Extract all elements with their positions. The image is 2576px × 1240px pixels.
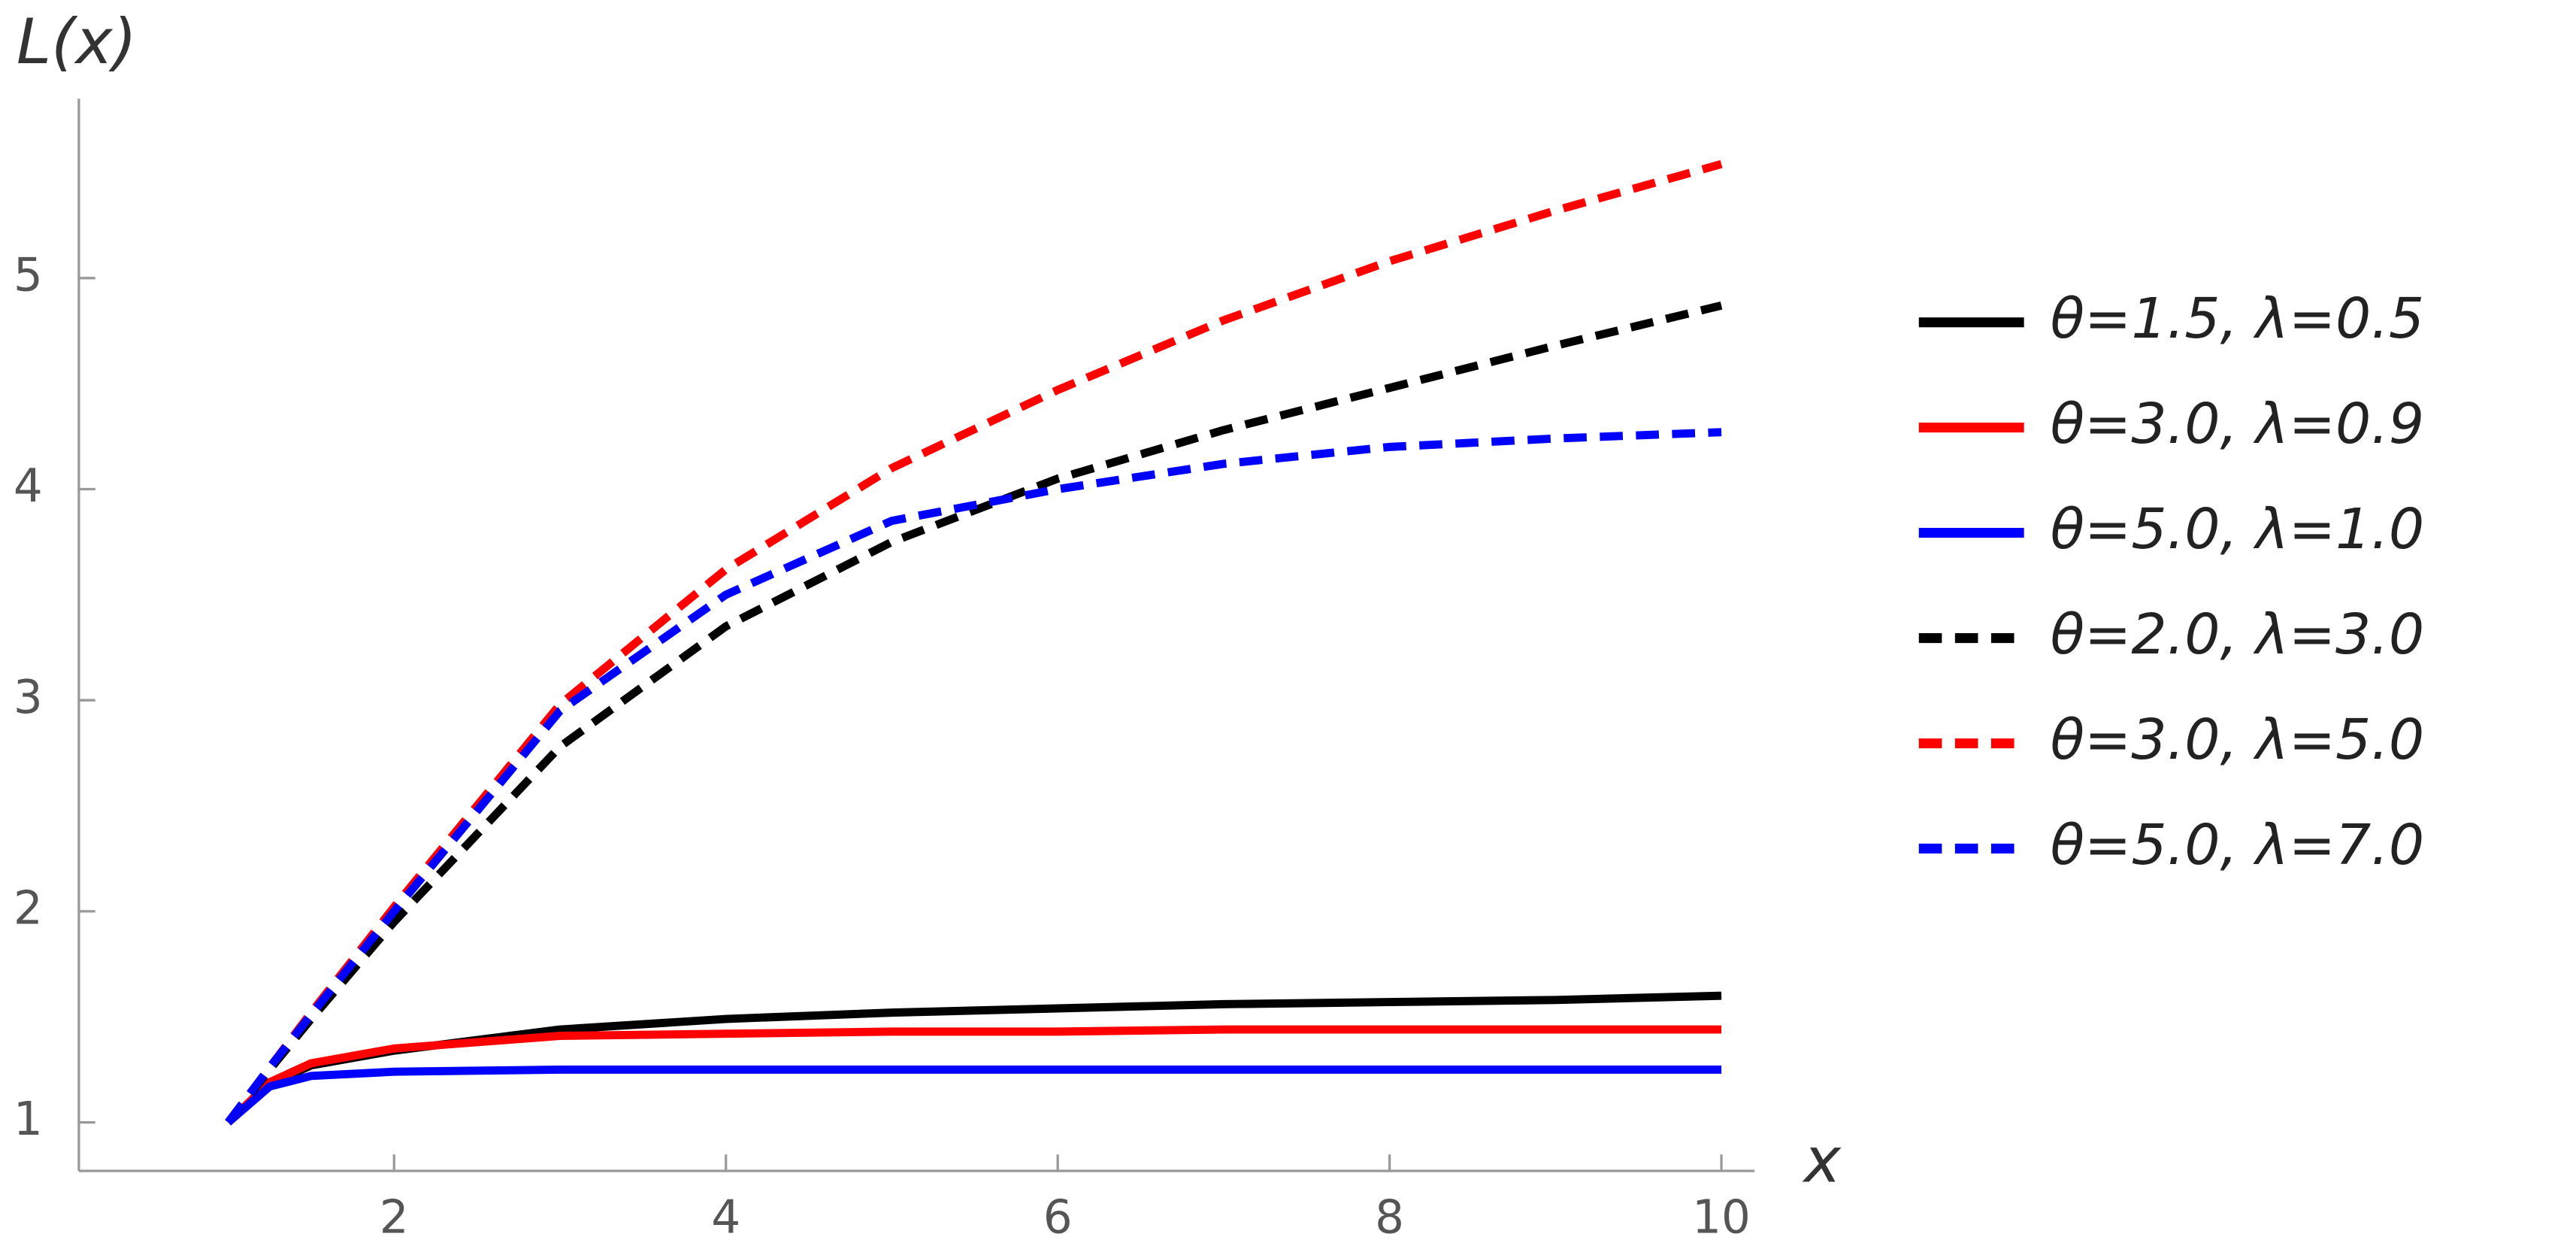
- x-tick-label: 8: [1375, 1190, 1404, 1240]
- y-tick-label: 4: [14, 459, 43, 513]
- y-axis-label: L(x): [17, 5, 137, 78]
- y-tick-label: 3: [14, 671, 43, 724]
- series-line: [225, 991, 1722, 1126]
- y-tick-label: 1: [14, 1093, 43, 1146]
- x-tick-label: 10: [1692, 1190, 1751, 1240]
- series-line: [225, 159, 1723, 1125]
- x-tick-label: 4: [711, 1190, 740, 1240]
- series-line: [225, 1065, 1722, 1126]
- series-line: [225, 1025, 1722, 1126]
- x-tick-label: 6: [1043, 1190, 1073, 1240]
- legend-label: θ=3.0, λ=5.0: [2051, 707, 2425, 772]
- x-axis-label: x: [1802, 1123, 1842, 1196]
- legend-label: θ=1.5, λ=0.5: [2051, 286, 2425, 351]
- legend-label: θ=5.0, λ=7.0: [2051, 812, 2425, 878]
- y-tick-label: 2: [14, 881, 43, 935]
- legend-label: θ=5.0, λ=1.0: [2051, 496, 2425, 562]
- series-line: [225, 428, 1722, 1125]
- y-tick-label: 5: [14, 248, 43, 302]
- legend-label: θ=3.0, λ=0.9: [2051, 391, 2425, 456]
- x-tick-label: 2: [380, 1190, 409, 1240]
- legend-label: θ=2.0, λ=3.0: [2051, 602, 2425, 667]
